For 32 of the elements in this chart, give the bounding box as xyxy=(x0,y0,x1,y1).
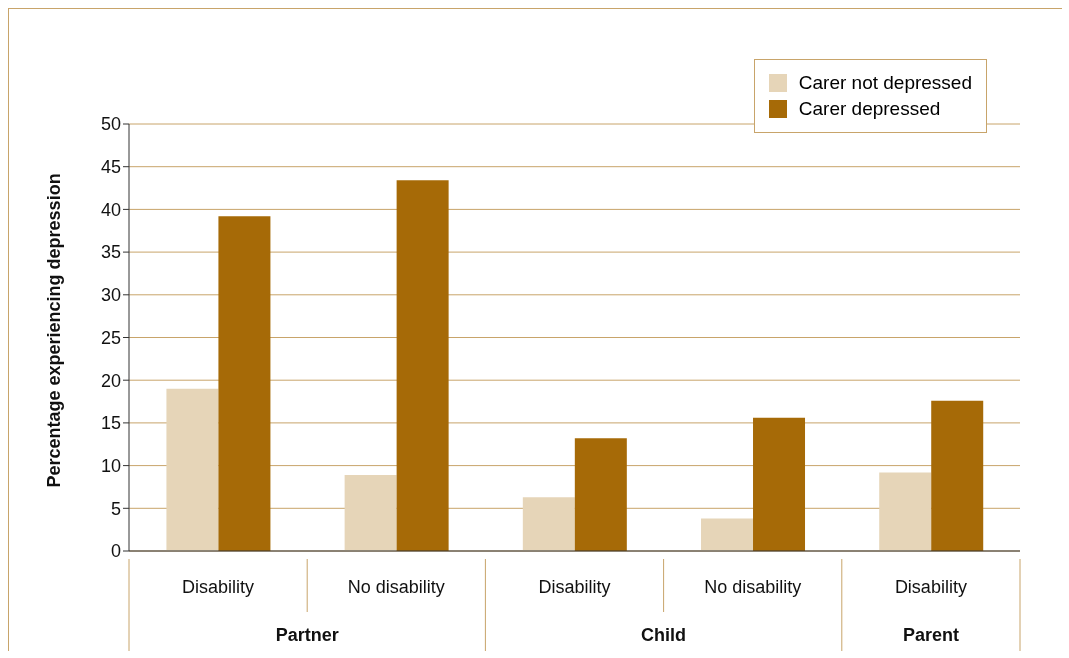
y-tick-label: 40 xyxy=(100,199,121,220)
text: Partner xyxy=(275,625,339,645)
legend-label: Carer depressed xyxy=(798,98,941,120)
x-tick-label: No disability xyxy=(704,577,802,597)
bar xyxy=(344,474,397,551)
y-tick-label: 5 xyxy=(110,498,121,519)
y-tick-label: 45 xyxy=(100,157,121,178)
text: Parent xyxy=(902,625,959,645)
y-tick-label: 30 xyxy=(100,285,121,306)
x-tick-label: Disability xyxy=(538,577,611,597)
bar xyxy=(166,388,219,551)
y-tick-label: 25 xyxy=(100,327,121,348)
text: Child xyxy=(641,625,687,645)
y-tick-label: 35 xyxy=(100,242,121,263)
y-tick-label: 0 xyxy=(110,541,121,562)
bar xyxy=(218,216,271,551)
y-axis-title: Percentage experiencing depression xyxy=(44,173,65,488)
x-tick-label: Disability xyxy=(894,577,967,597)
y-tick-label: 50 xyxy=(100,114,121,135)
x-tick-label: Disability xyxy=(182,577,255,597)
bar xyxy=(753,417,806,551)
bar xyxy=(879,472,932,551)
bar xyxy=(574,438,627,551)
y-tick-label: 10 xyxy=(100,455,121,476)
bar xyxy=(931,400,984,551)
y-tick-label: 20 xyxy=(100,370,121,391)
bar xyxy=(522,497,575,551)
bar xyxy=(701,518,754,551)
y-tick-label: 15 xyxy=(100,413,121,434)
legend-label: Carer not depressed xyxy=(798,72,972,94)
bar xyxy=(396,180,449,551)
x-tick-label: No disability xyxy=(347,577,445,597)
